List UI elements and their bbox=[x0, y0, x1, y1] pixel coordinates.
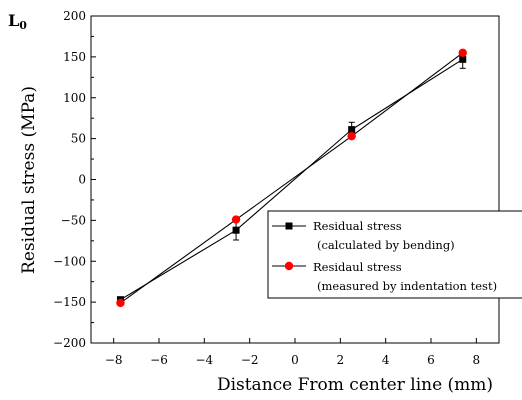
data-point-square bbox=[459, 55, 467, 63]
x-tick-label: 4 bbox=[382, 353, 390, 367]
panel-label: L0 bbox=[8, 11, 27, 32]
x-tick-label: −8 bbox=[105, 353, 123, 367]
legend-note-series-2: (measured by indentation test) bbox=[317, 279, 497, 293]
data-point-circle bbox=[458, 48, 467, 57]
series-2-line bbox=[120, 52, 464, 304]
data-point-circle bbox=[116, 298, 125, 308]
legend-label-series-2: Residaul stress bbox=[313, 260, 402, 274]
y-tick-label: −100 bbox=[53, 254, 86, 268]
y-axis-title: Residual stress (MPa) bbox=[19, 86, 39, 274]
legend-marker-series-2 bbox=[284, 261, 294, 271]
y-tick-label: −200 bbox=[53, 336, 86, 350]
legend-marker-series-1 bbox=[285, 222, 293, 230]
y-tick-label: 150 bbox=[63, 50, 86, 64]
x-tick-label: −2 bbox=[241, 353, 259, 367]
legend-box bbox=[267, 210, 522, 299]
x-axis-title: Distance From center line (mm) bbox=[217, 375, 493, 395]
y-tick-label: 50 bbox=[71, 132, 86, 146]
x-tick-label: 6 bbox=[427, 353, 435, 367]
data-point-circle bbox=[347, 131, 356, 141]
y-tick-label: 0 bbox=[78, 173, 86, 187]
x-tick-label: 8 bbox=[473, 353, 481, 367]
y-tick-label: 100 bbox=[63, 91, 86, 105]
x-tick-label: 2 bbox=[337, 353, 345, 367]
legend-label-series-1: Residual stress bbox=[313, 219, 402, 233]
panel-label-main: L bbox=[8, 11, 19, 30]
legend: Residual stress (calculated by bending) … bbox=[267, 210, 522, 299]
x-tick-label: −4 bbox=[195, 353, 213, 367]
y-tick-label: 200 bbox=[63, 9, 86, 23]
data-point-square bbox=[232, 226, 240, 234]
series-2 bbox=[116, 48, 467, 308]
data-point-circle bbox=[231, 215, 241, 224]
x-axis: −8 −6 −4 −2 0 2 4 6 8 bbox=[105, 338, 480, 367]
legend-note-series-1: (calculated by bending) bbox=[317, 238, 455, 252]
panel-label-subscript: 0 bbox=[19, 19, 27, 32]
y-tick-label: −50 bbox=[61, 213, 86, 227]
x-tick-label: 0 bbox=[291, 353, 299, 367]
y-axis: −200 −150 −100 −50 0 50 100 150 200 bbox=[53, 9, 96, 350]
y-tick-label: −150 bbox=[53, 295, 86, 309]
data-series bbox=[116, 48, 467, 308]
x-tick-label: −6 bbox=[150, 353, 168, 367]
data-point-square bbox=[348, 126, 356, 134]
